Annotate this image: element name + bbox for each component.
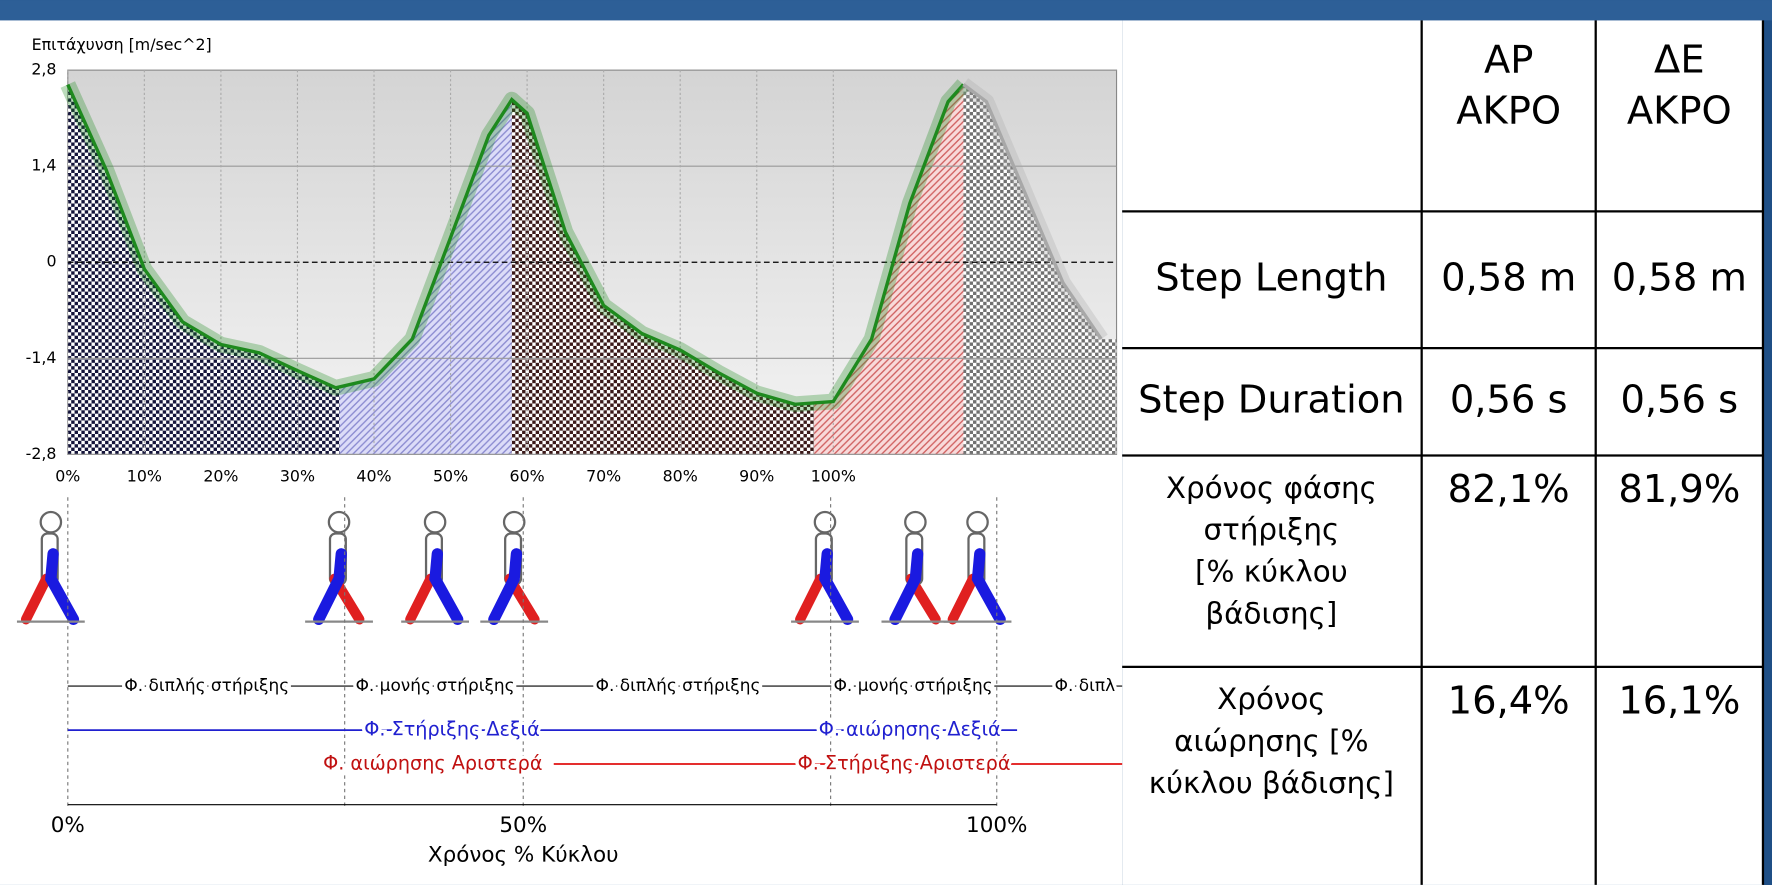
y-tick-label: -1,4 — [26, 348, 57, 367]
table-text: ΑΚΡΟ — [1456, 89, 1561, 134]
table-text: βάδισης] — [1205, 596, 1337, 630]
y-tick-label: 0 — [46, 252, 56, 271]
y-axis-label: Επιτάχυνση [m/sec^2] — [32, 35, 212, 54]
phase-label: Φ. μονής στήριξης — [834, 675, 993, 695]
table-cell: 0,56 s — [1620, 377, 1738, 422]
y-tick-label: -2,8 — [26, 444, 57, 463]
table-cell: 82,1% — [1448, 467, 1570, 512]
x-tick-label: 10% — [127, 466, 162, 485]
table-cell: 16,1% — [1618, 678, 1740, 723]
cycle-axis-label: 100% — [966, 813, 1027, 838]
phase-label: Φ. διπλ — [1055, 675, 1115, 695]
table-text: Χρόνος φάσης — [1166, 471, 1377, 505]
left-label: Φ. Στήριξης Αριστερά — [798, 752, 1011, 775]
y-tick-label: 2,8 — [31, 60, 56, 79]
table-text: Step Duration — [1138, 377, 1404, 422]
table-text: [% κύκλου — [1195, 555, 1348, 589]
x-tick-label: 60% — [510, 466, 545, 485]
x-tick-label: 70% — [586, 466, 621, 485]
table-text: αιώρησης [% — [1174, 724, 1368, 758]
x-tick-label: 20% — [203, 466, 238, 485]
phase-label: Φ. διπλής στήριξης — [596, 675, 761, 695]
table-cell: 0,58 m — [1441, 255, 1576, 300]
cycle-axis-title: Χρόνος % Κύκλου — [428, 843, 619, 868]
x-tick-label: 50% — [433, 466, 468, 485]
title-bar — [0, 0, 1772, 20]
table-cell: 0,58 m — [1612, 255, 1747, 300]
table-text: Χρόνος — [1217, 682, 1325, 716]
x-tick-label: 0% — [55, 466, 80, 485]
phase-label: Φ. μονής στήριξης — [356, 675, 515, 695]
table-text: ΑΚΡΟ — [1627, 89, 1732, 134]
table-text: κύκλου βάδισης] — [1149, 766, 1394, 800]
cycle-axis-label: 0% — [51, 813, 85, 838]
phase-label: Φ. διπλής στήριξης — [124, 675, 289, 695]
table-cell: 0,56 s — [1450, 377, 1568, 422]
x-tick-label: 90% — [739, 466, 774, 485]
x-tick-label: 80% — [663, 466, 698, 485]
screen: Επιτάχυνση [m/sec^2] 2,8 1,4 0 -1,4 -2,8 0% 10… — [0, 0, 1772, 885]
x-tick-label: 100% — [811, 466, 856, 485]
right-label: Φ. αιώρησης Δεξιά — [819, 718, 1001, 741]
y-tick-label: 1,4 — [31, 156, 56, 175]
table-text: στήριξης — [1203, 513, 1339, 547]
x-tick-label: 40% — [356, 466, 391, 485]
table-text: Step Length — [1155, 255, 1387, 300]
table-cell: 16,4% — [1448, 678, 1570, 723]
table-text: ΑΡ — [1484, 38, 1533, 83]
right-label: Φ. Στήριξης Δεξιά — [364, 718, 540, 741]
left-label: Φ. αιώρησης Αριστερά — [323, 752, 542, 775]
x-tick-label: 30% — [280, 466, 315, 485]
table-cell: 81,9% — [1618, 467, 1740, 512]
cycle-axis-label: 50% — [499, 813, 547, 838]
table-text: ΔΕ — [1654, 38, 1705, 83]
